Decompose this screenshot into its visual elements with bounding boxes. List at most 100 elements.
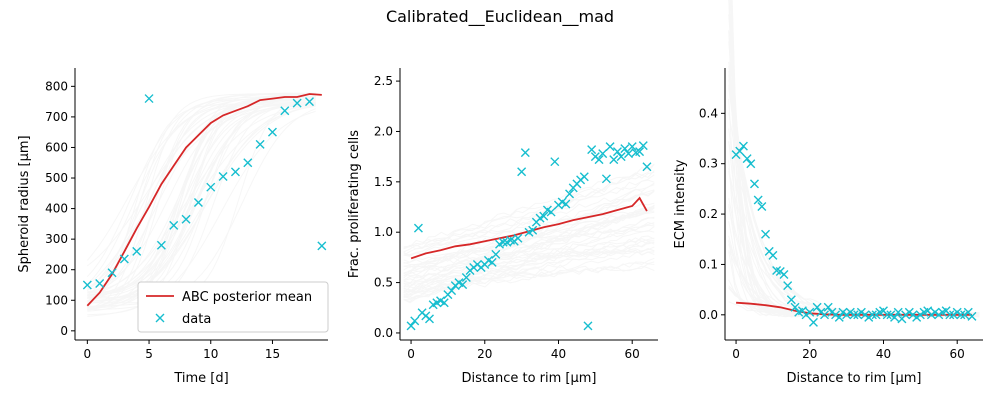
posterior-sample-line	[86, 92, 316, 297]
data-point-marker	[579, 172, 589, 182]
posterior-sample-line	[728, 160, 980, 318]
posterior-sample-line	[403, 207, 655, 303]
data-point-marker	[749, 179, 759, 189]
posterior-sample-line	[87, 98, 316, 310]
figure-title: Calibrated__Euclidean__mad	[386, 7, 614, 27]
posterior-sample-line	[403, 170, 655, 253]
data-point-marker	[605, 142, 615, 152]
posterior-sample-line	[87, 108, 316, 307]
posterior-sample-line	[87, 103, 316, 308]
posterior-sample-line	[403, 189, 655, 287]
data-point-marker	[601, 174, 611, 184]
posterior-sample-line	[403, 182, 655, 293]
y-tick-label: 0.4	[699, 106, 718, 120]
posterior-sample-line	[86, 95, 316, 278]
x-axis-label: Time [d]	[173, 371, 228, 386]
y-tick-label: 2.0	[374, 124, 393, 138]
data-point-marker	[779, 270, 789, 280]
posterior-sample-line	[87, 96, 316, 299]
posterior-sample-line	[403, 247, 655, 293]
posterior-sample-line	[87, 93, 316, 293]
posterior-sample-line	[87, 94, 316, 296]
posterior-sample-line	[87, 98, 316, 308]
data-point-marker	[583, 321, 593, 331]
data-point-marker	[867, 310, 877, 320]
data-point-marker	[528, 225, 538, 235]
posterior-sample-line	[87, 94, 316, 316]
posterior-sample-line	[87, 98, 316, 294]
posterior-sample-line	[403, 226, 655, 250]
posterior-samples	[728, 0, 980, 318]
data-point-marker	[561, 199, 571, 209]
data-point-marker	[424, 314, 434, 324]
y-tick-label: 700	[45, 110, 68, 124]
posterior-sample-line	[403, 230, 655, 300]
posterior-sample-line	[403, 237, 655, 287]
x-tick-label: 60	[950, 347, 965, 361]
y-tick-label: 500	[45, 171, 68, 185]
posterior-sample-line	[87, 93, 316, 309]
data-point-marker	[823, 302, 833, 312]
data-point-marker	[738, 141, 748, 151]
x-tick-label: 40	[876, 347, 891, 361]
x-tick-label: 15	[265, 347, 280, 361]
posterior-sample-line	[403, 235, 655, 293]
posterior-sample-line	[728, 171, 980, 318]
data-point-marker	[218, 171, 228, 181]
posterior-sample-line	[87, 94, 316, 302]
data-point-marker	[546, 207, 556, 217]
data-point-marker	[761, 229, 771, 239]
data-point-marker	[598, 149, 608, 159]
x-axis-label: Distance to rim [μm]	[787, 371, 922, 386]
legend: ABC posterior mean data	[137, 281, 329, 333]
posterior-sample-line	[87, 103, 316, 312]
data-point-marker	[169, 220, 179, 230]
data-point-marker	[119, 254, 129, 264]
data-point-marker	[317, 241, 327, 251]
posterior-sample-line	[403, 211, 655, 282]
posterior-sample-line	[87, 104, 316, 309]
posterior-sample-line	[403, 257, 655, 292]
data-point-marker	[458, 280, 468, 290]
posterior-sample-line	[87, 103, 316, 294]
y-tick-label: 0.0	[374, 326, 393, 340]
data-point-marker	[805, 307, 815, 317]
posterior-sample-line	[403, 238, 655, 268]
data-point-marker	[612, 147, 622, 157]
data-point-marker	[230, 167, 240, 177]
data-point-marker	[439, 298, 449, 308]
posterior-sample-line	[87, 103, 316, 298]
data-point-marker	[447, 286, 457, 296]
posterior-sample-line	[87, 98, 316, 311]
y-tick-label: 0.3	[699, 157, 718, 171]
posterior-sample-line	[403, 174, 655, 256]
posterior-sample-line	[403, 240, 655, 297]
data-point-marker	[616, 152, 626, 162]
posterior-sample-line	[403, 265, 655, 278]
posterior-sample-line	[403, 217, 655, 304]
y-tick-label: 400	[45, 202, 68, 216]
data-point-marker	[132, 246, 142, 256]
posterior-sample-line	[728, 79, 980, 318]
posterior-sample-line	[87, 105, 316, 302]
legend-mean-label: ABC posterior mean	[182, 290, 312, 305]
posterior-sample-line	[87, 103, 316, 291]
data-point-marker	[95, 278, 105, 288]
x-tick-label: 0	[732, 347, 740, 361]
data-point-marker	[945, 310, 955, 320]
posterior-sample-line	[87, 101, 316, 299]
chart-panel-2: 0 20 40 60 0.0 0.5 1.0 1.5 2.0 2.5 Distance to rim…	[347, 68, 658, 386]
data-point-marker	[243, 158, 253, 168]
x-tick-label: 20	[802, 347, 817, 361]
data-point-marker	[638, 141, 648, 151]
y-axis-label: ECM intensity	[673, 159, 688, 248]
posterior-sample-line	[87, 97, 316, 308]
x-tick-label: 0	[407, 347, 415, 361]
posterior-sample-line	[403, 206, 655, 295]
x-tick-label: 40	[551, 347, 566, 361]
data-point-marker	[746, 159, 756, 169]
data-point-marker	[107, 268, 117, 278]
posterior-sample-line	[86, 101, 316, 285]
data-point-marker	[280, 106, 290, 116]
